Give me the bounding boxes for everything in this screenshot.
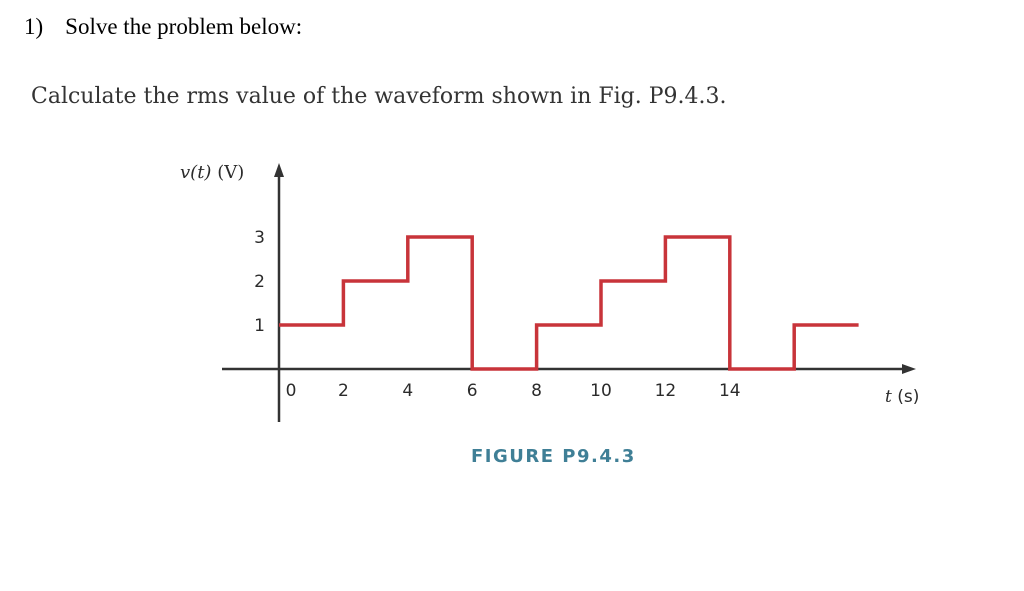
- x-tick-label: 0: [286, 381, 297, 401]
- y-tick-label: 2: [254, 272, 265, 292]
- question-instruction: Solve the problem below:: [65, 14, 303, 39]
- y-tick-labels: 1 2 3: [254, 228, 265, 336]
- waveform-series: [279, 235, 859, 371]
- y-tick-label: 3: [254, 228, 265, 248]
- x-axis-label: t (s): [885, 387, 919, 407]
- question-line: 1) Solve the problem below:: [24, 14, 302, 40]
- x-axis-arrow: [902, 364, 916, 374]
- y-axis-label: v(t) (V): [180, 162, 244, 183]
- x-tick-label: 10: [590, 381, 612, 401]
- waveform-line: [279, 235, 859, 371]
- problem-statement: Calculate the rms value of the waveform …: [31, 84, 727, 109]
- x-tick-label: 4: [402, 381, 413, 401]
- y-axis-arrow: [274, 163, 284, 177]
- figure-caption: FIGURE P9.4.3: [471, 446, 636, 467]
- x-tick-label: 6: [467, 381, 478, 401]
- x-tick-label: 8: [531, 381, 542, 401]
- x-tick-label: 12: [655, 381, 677, 401]
- x-tick-label: 2: [338, 381, 349, 401]
- question-number: 1): [24, 14, 44, 39]
- x-tick-label: 14: [719, 381, 741, 401]
- y-tick-label: 1: [254, 316, 265, 336]
- x-tick-labels: 0 2 4 6 8 10 12 14: [286, 381, 741, 401]
